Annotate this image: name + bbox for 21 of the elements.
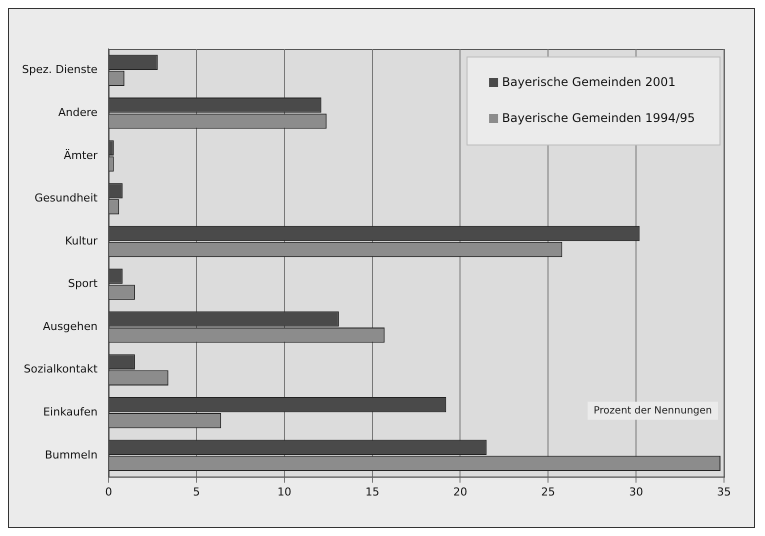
x-tick-label: 5 xyxy=(192,485,200,498)
y-tick-label: Ämter xyxy=(64,148,98,162)
y-tick-label: Gesundheit xyxy=(34,192,98,205)
y-tick-label: Kultur xyxy=(65,234,98,248)
x-tick-label: 20 xyxy=(453,485,468,498)
legend-label: Bayerische Gemeinden 1994/95 xyxy=(502,111,696,126)
x-tick-label: 15 xyxy=(365,485,380,498)
x-tick-label: 0 xyxy=(105,485,112,498)
y-tick-label: Bummeln xyxy=(44,448,98,462)
x-tick-label: 10 xyxy=(277,485,292,498)
y-tick-label: Andere xyxy=(58,106,98,120)
y-tick-label: Sport xyxy=(68,277,98,290)
y-tick-label: Ausgehen xyxy=(42,320,98,333)
y-tick-label: Einkaufen xyxy=(43,405,98,418)
annotation: Prozent der Nennungen xyxy=(594,405,712,416)
y-tick-label: Spez. Dienste xyxy=(22,63,98,76)
x-tick-label: 25 xyxy=(541,485,556,498)
y-tick-label: Sozialkontakt xyxy=(24,362,98,376)
x-tick-label: 35 xyxy=(717,485,731,498)
legend-label: Bayerische Gemeinden 2001 xyxy=(502,75,676,90)
x-tick-label: 30 xyxy=(629,485,644,498)
